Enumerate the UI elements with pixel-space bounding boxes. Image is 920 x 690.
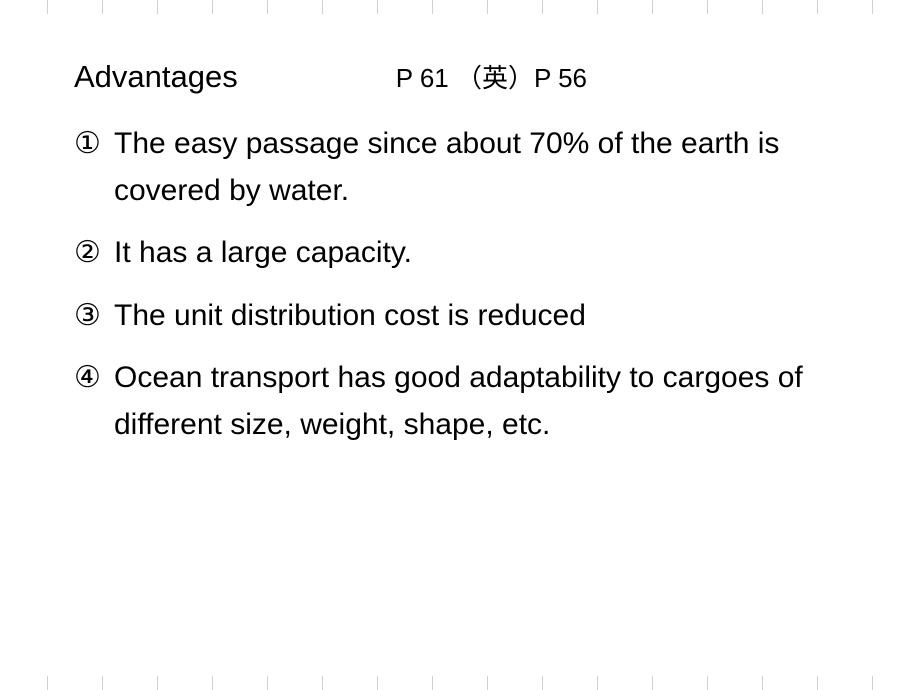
- list-item: ③ The unit distribution cost is reduced: [74, 293, 860, 340]
- list-text: The easy passage since about 70% of the …: [114, 127, 779, 207]
- ruler-tick: [47, 676, 48, 690]
- ruler-bottom: [0, 676, 920, 690]
- list-marker: ③: [74, 293, 114, 340]
- ruler-tick: [487, 676, 488, 690]
- list-item: ② It has a large capacity.: [74, 230, 860, 277]
- ruler-tick: [322, 676, 323, 690]
- ruler-tick: [817, 0, 818, 14]
- ruler-tick: [872, 676, 873, 690]
- ruler-tick: [47, 0, 48, 14]
- ruler-tick: [377, 0, 378, 14]
- list-marker: ①: [74, 121, 114, 168]
- list-text: It has a large capacity.: [114, 236, 412, 269]
- list-text: The unit distribution cost is reduced: [114, 299, 586, 332]
- ruler-tick: [212, 676, 213, 690]
- advantages-list: ① The easy passage since about 70% of th…: [74, 121, 860, 448]
- ruler-tick: [707, 676, 708, 690]
- ruler-tick: [762, 676, 763, 690]
- header-row: Advantages P 61 （英）P 56: [74, 58, 860, 95]
- ruler-tick: [102, 676, 103, 690]
- ruler-tick: [542, 0, 543, 14]
- ruler-tick: [377, 676, 378, 690]
- ruler-tick: [487, 0, 488, 14]
- ruler-top: [0, 0, 920, 14]
- ruler-tick: [652, 0, 653, 14]
- heading: Advantages: [74, 59, 238, 95]
- ruler-tick: [212, 0, 213, 14]
- ruler-tick: [267, 0, 268, 14]
- page-reference: P 61 （英）P 56: [396, 58, 587, 95]
- ruler-tick: [597, 0, 598, 14]
- ruler-tick: [707, 0, 708, 14]
- ruler-tick: [872, 0, 873, 14]
- ruler-tick: [157, 676, 158, 690]
- list-text: Ocean transport has good adaptability to…: [114, 361, 803, 441]
- list-item: ① The easy passage since about 70% of th…: [74, 121, 860, 214]
- ruler-tick: [652, 676, 653, 690]
- list-marker: ④: [74, 355, 114, 402]
- ruler-tick: [542, 676, 543, 690]
- ruler-tick: [432, 676, 433, 690]
- slide-content: Advantages P 61 （英）P 56 ① The easy passa…: [74, 58, 860, 464]
- ruler-tick: [102, 0, 103, 14]
- list-marker: ②: [74, 230, 114, 277]
- ruler-tick: [597, 676, 598, 690]
- ruler-tick: [817, 676, 818, 690]
- ruler-tick: [157, 0, 158, 14]
- ruler-tick: [267, 676, 268, 690]
- ruler-tick: [432, 0, 433, 14]
- ruler-tick: [322, 0, 323, 14]
- list-item: ④ Ocean transport has good adaptability …: [74, 355, 860, 448]
- ruler-tick: [762, 0, 763, 14]
